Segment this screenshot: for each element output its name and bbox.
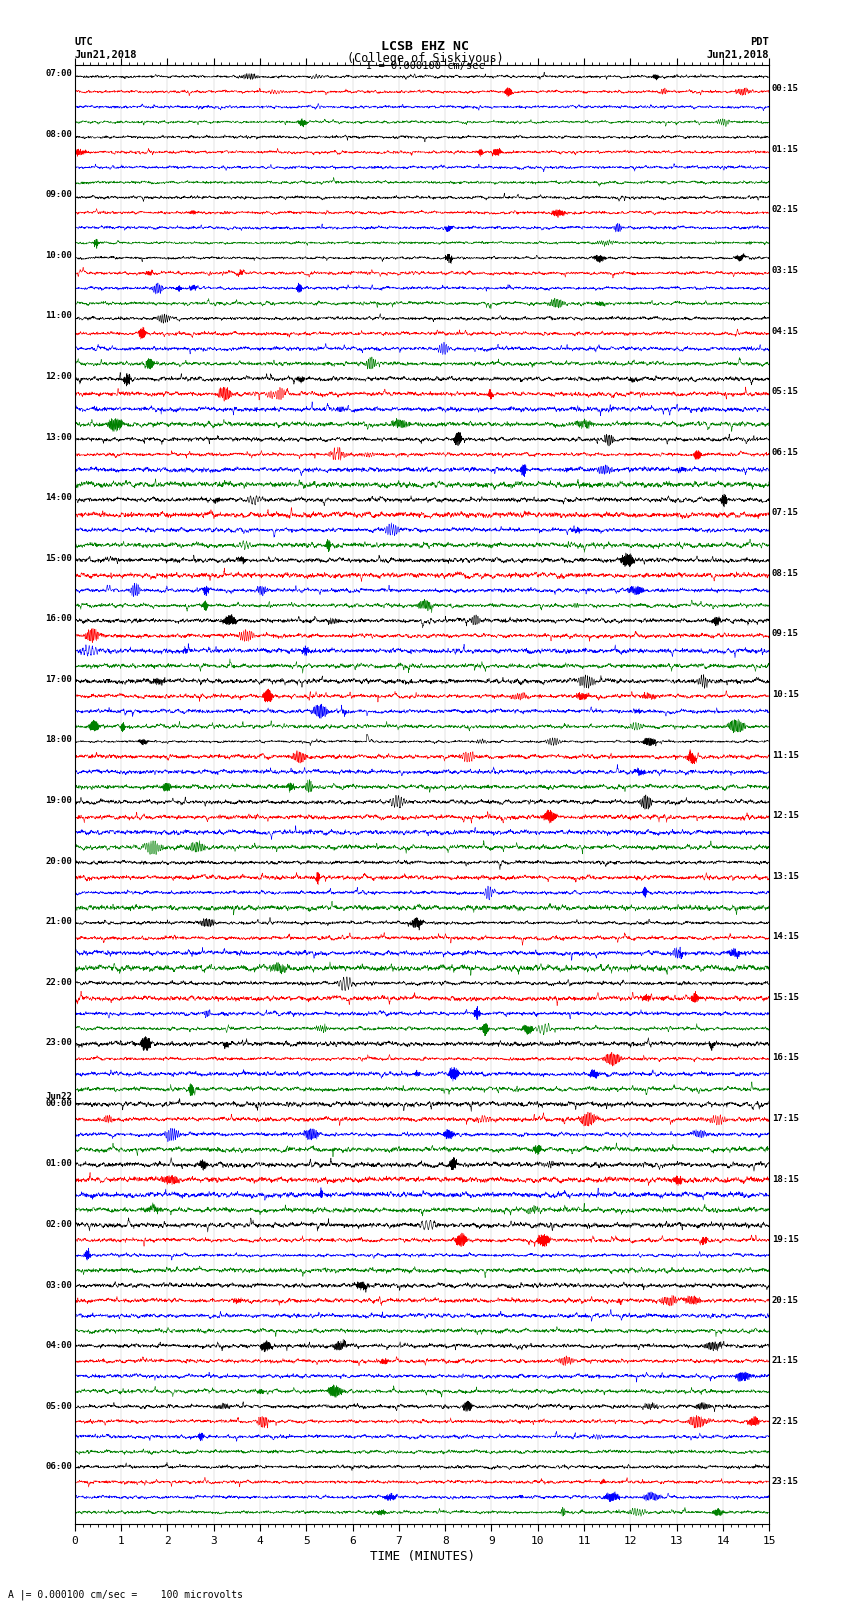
Text: 11:15: 11:15 xyxy=(772,750,799,760)
Text: 01:00: 01:00 xyxy=(45,1160,72,1168)
Text: 08:00: 08:00 xyxy=(45,129,72,139)
Text: 09:15: 09:15 xyxy=(772,629,799,639)
Text: Jun22: Jun22 xyxy=(45,1092,72,1102)
Text: 22:00: 22:00 xyxy=(45,977,72,987)
Text: 00:15: 00:15 xyxy=(772,84,799,94)
Text: 18:00: 18:00 xyxy=(45,736,72,744)
Text: 12:00: 12:00 xyxy=(45,373,72,381)
Text: 03:15: 03:15 xyxy=(772,266,799,274)
Text: 07:00: 07:00 xyxy=(45,69,72,77)
Text: 02:00: 02:00 xyxy=(45,1219,72,1229)
X-axis label: TIME (MINUTES): TIME (MINUTES) xyxy=(370,1550,474,1563)
Text: 06:15: 06:15 xyxy=(772,448,799,456)
Text: 23:00: 23:00 xyxy=(45,1039,72,1047)
Text: (College of Siskiyous): (College of Siskiyous) xyxy=(347,52,503,65)
Text: 09:00: 09:00 xyxy=(45,190,72,200)
Text: 18:15: 18:15 xyxy=(772,1174,799,1184)
Text: 12:15: 12:15 xyxy=(772,811,799,819)
Text: 19:00: 19:00 xyxy=(45,795,72,805)
Text: 10:00: 10:00 xyxy=(45,250,72,260)
Text: 21:15: 21:15 xyxy=(772,1357,799,1365)
Text: 05:00: 05:00 xyxy=(45,1402,72,1411)
Text: 04:15: 04:15 xyxy=(772,326,799,336)
Text: 06:00: 06:00 xyxy=(45,1463,72,1471)
Text: 11:00: 11:00 xyxy=(45,311,72,321)
Text: 17:15: 17:15 xyxy=(772,1115,799,1123)
Text: 14:00: 14:00 xyxy=(45,494,72,502)
Text: 15:00: 15:00 xyxy=(45,553,72,563)
Text: 23:15: 23:15 xyxy=(772,1478,799,1487)
Text: PDT: PDT xyxy=(751,37,769,47)
Text: 16:15: 16:15 xyxy=(772,1053,799,1063)
Text: 14:15: 14:15 xyxy=(772,932,799,942)
Text: 05:15: 05:15 xyxy=(772,387,799,397)
Text: 19:15: 19:15 xyxy=(772,1236,799,1244)
Text: 10:15: 10:15 xyxy=(772,690,799,698)
Text: 00:00: 00:00 xyxy=(45,1098,72,1108)
Text: 20:00: 20:00 xyxy=(45,857,72,866)
Text: A |= 0.000100 cm/sec =    100 microvolts: A |= 0.000100 cm/sec = 100 microvolts xyxy=(8,1589,243,1600)
Text: 03:00: 03:00 xyxy=(45,1281,72,1289)
Text: 13:00: 13:00 xyxy=(45,432,72,442)
Text: 21:00: 21:00 xyxy=(45,918,72,926)
Text: 17:00: 17:00 xyxy=(45,674,72,684)
Text: Jun21,2018: Jun21,2018 xyxy=(706,50,769,60)
Text: 08:15: 08:15 xyxy=(772,569,799,577)
Text: 07:15: 07:15 xyxy=(772,508,799,518)
Text: 20:15: 20:15 xyxy=(772,1295,799,1305)
Text: 22:15: 22:15 xyxy=(772,1416,799,1426)
Text: 15:15: 15:15 xyxy=(772,994,799,1002)
Text: LCSB EHZ NC: LCSB EHZ NC xyxy=(381,39,469,53)
Text: 16:00: 16:00 xyxy=(45,615,72,623)
Text: UTC: UTC xyxy=(75,37,94,47)
Text: Jun21,2018: Jun21,2018 xyxy=(75,50,138,60)
Text: 01:15: 01:15 xyxy=(772,145,799,153)
Text: 04:00: 04:00 xyxy=(45,1340,72,1350)
Text: 13:15: 13:15 xyxy=(772,871,799,881)
Text: 02:15: 02:15 xyxy=(772,205,799,215)
Text: I = 0.000100 cm/sec: I = 0.000100 cm/sec xyxy=(366,61,484,71)
